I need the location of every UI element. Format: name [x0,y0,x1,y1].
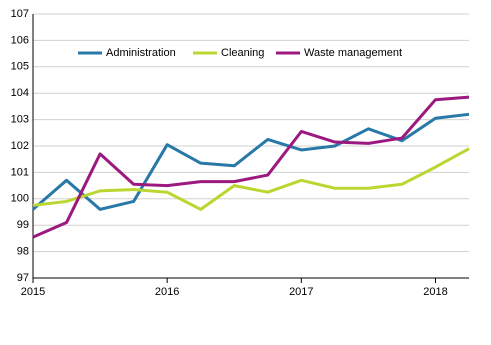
series-line [32,147,470,211]
y-tick-label: 100 [11,193,29,205]
y-tick-label: 97 [17,272,29,284]
y-tick-label: 101 [11,166,29,178]
series-line [32,95,470,239]
legend-label: Administration [106,47,176,59]
legend-label: Cleaning [221,47,264,59]
x-tick-label: 2016 [155,286,179,298]
y-tick-label: 102 [11,140,29,152]
y-tick-label: 103 [11,114,29,126]
legend-label: Waste management [304,47,402,59]
y-tick-label: 107 [11,8,29,20]
y-tick-label: 106 [11,34,29,46]
x-tick-label: 2017 [289,286,313,298]
x-tick-label: 2015 [21,286,45,298]
y-tick-label: 99 [17,219,29,231]
y-tick-label: 104 [11,87,29,99]
y-tick-label: 98 [17,246,29,258]
y-tick-label: 105 [11,61,29,73]
series-line [32,112,470,211]
x-tick-label: 2018 [423,286,447,298]
